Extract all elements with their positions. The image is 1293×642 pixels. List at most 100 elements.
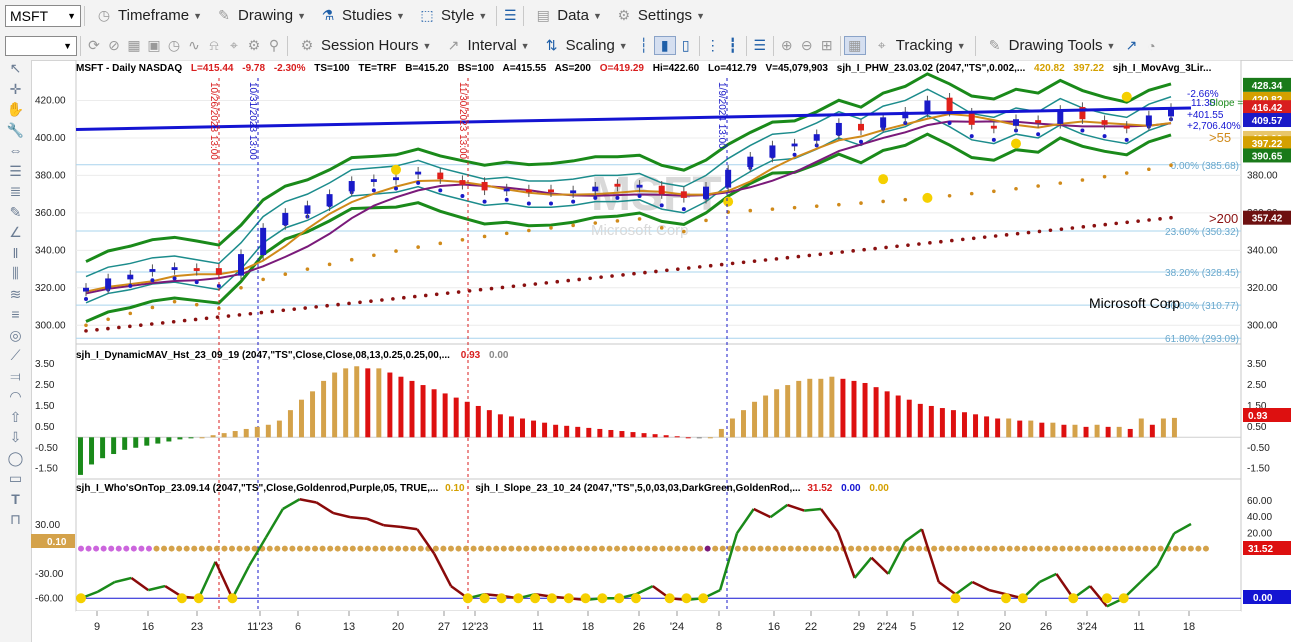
trend-icon[interactable]: ↗ xyxy=(1125,37,1138,53)
zoom-fit-icon[interactable]: ⊞ xyxy=(820,37,833,53)
bell-icon[interactable]: ⍾ xyxy=(209,37,219,53)
chart-settings-icon[interactable]: ◔ xyxy=(1147,37,1156,54)
zoom-in-icon[interactable]: ⊕ xyxy=(780,37,793,53)
columns-icon[interactable]: ⫼ xyxy=(12,265,19,281)
ma-dot xyxy=(150,278,155,283)
whos-on-top-dot xyxy=(538,545,545,552)
x-tick-label: 20 xyxy=(392,621,404,633)
whos-on-top-dot xyxy=(161,545,168,552)
candle-body xyxy=(880,117,887,128)
settings-button[interactable]: ⚙ Settings ▼ xyxy=(608,0,711,31)
arrow-down-icon[interactable]: ⇩ xyxy=(9,429,22,445)
ellipse-icon[interactable]: ◯ xyxy=(7,449,24,466)
price-badge-value: 397.22 xyxy=(1252,139,1283,150)
grid-icon[interactable]: ▦ xyxy=(127,37,141,53)
table-icon[interactable]: ▦ xyxy=(843,36,866,55)
bars-icon[interactable]: ‖ xyxy=(12,244,19,261)
wave-icon[interactable]: ∿ xyxy=(188,37,200,53)
x-tick-label: 18 xyxy=(582,621,594,633)
ohlc-icon[interactable]: ┇ xyxy=(728,37,737,53)
data-button[interactable]: ▤ Data ▼ xyxy=(527,0,608,31)
vector-icon[interactable]: ⟋ xyxy=(10,347,21,363)
zoom-out-icon[interactable]: ⊖ xyxy=(800,37,813,53)
whos-on-top-dot xyxy=(440,545,447,552)
session-hours-button[interactable]: ⚙ Session Hours ▼ xyxy=(291,31,437,60)
whos-on-top-dot xyxy=(470,545,477,552)
interval-icon: ↗ xyxy=(447,37,460,53)
whos-on-top-dot xyxy=(1036,545,1043,552)
drawing-button[interactable]: ✎ Drawing ▼ xyxy=(208,0,312,31)
layout-icon[interactable]: ☰ xyxy=(753,37,766,53)
price-badge-value: 390.65 xyxy=(1252,151,1283,162)
candlestick-icon[interactable]: ▮ xyxy=(653,36,676,55)
timeframe-button[interactable]: ◷ Timeframe ▼ xyxy=(88,0,208,31)
text-icon[interactable]: T xyxy=(11,490,20,507)
target-icon[interactable]: ◎ xyxy=(9,326,22,343)
whos-on-top-dot xyxy=(568,545,575,552)
fib-icon[interactable]: ≣ xyxy=(9,183,22,199)
chart-area[interactable]: 420.00 400.00 380.00 360.00 340.00 320.00 300.… xyxy=(31,60,1293,642)
level-icon[interactable]: ⫤ xyxy=(10,367,21,384)
refresh-icon[interactable]: ⟳ xyxy=(88,37,100,53)
calendar-icon[interactable]: ▣ xyxy=(147,37,161,53)
channel-icon[interactable]: ≋ xyxy=(9,285,22,302)
layout-icon[interactable]: ☰ xyxy=(503,7,517,23)
lines-icon[interactable]: ☰ xyxy=(9,162,22,179)
stack-icon[interactable]: ≡ xyxy=(11,306,20,322)
interval-button[interactable]: ↗ Interval ▼ xyxy=(437,31,535,60)
whos-on-top-dot xyxy=(1187,545,1194,552)
ma200-dot xyxy=(445,291,450,295)
ma55-dot xyxy=(283,272,288,277)
arrow-up-icon[interactable]: ⇧ xyxy=(9,408,22,425)
histogram-panel[interactable] xyxy=(75,343,1242,480)
ruler-icon[interactable]: ⊓ xyxy=(10,511,21,527)
whos-on-top-dot xyxy=(765,545,772,552)
angle-icon[interactable]: ∠ xyxy=(9,224,22,240)
rectangle-icon[interactable]: ▭ xyxy=(8,470,23,486)
move-icon[interactable]: ⇔ xyxy=(8,142,23,158)
scanner-icon[interactable]: ⚲ xyxy=(268,37,280,53)
histogram-bar xyxy=(343,368,349,438)
hand-icon[interactable]: ✋ xyxy=(6,101,25,117)
clear-icon[interactable]: ⊘ xyxy=(108,37,120,53)
chevron-down-icon[interactable]: ▼ xyxy=(67,10,76,21)
dot-bar-icon[interactable]: ⋮ xyxy=(705,37,720,53)
crosshair-icon[interactable]: ✛ xyxy=(9,80,22,97)
ma200-dot xyxy=(106,326,110,331)
whos-on-top-title: sjh_I_Who'sOnTop_23.09.14 (2047,"TS",Clo… xyxy=(76,483,439,494)
ma-dot xyxy=(969,134,974,139)
price-series xyxy=(75,72,1192,333)
histogram-bar xyxy=(243,428,249,438)
hollow-candle-icon[interactable]: ▯ xyxy=(681,37,690,53)
gears-icon[interactable]: ⚙ xyxy=(247,37,261,53)
bar-chart-icon[interactable]: ┆ xyxy=(639,37,648,53)
ma200-dot xyxy=(610,274,614,278)
drawing-sidebar: ↖ ✛ ✋ 🔧 ⇔ ☰ ≣ ✎ ∠ ‖ ⫼ ≋ ≡ ◎ ⟋ ⫤ ◠ ⇧ ⇩ ◯ … xyxy=(0,60,32,642)
ma-dot xyxy=(571,199,576,204)
style-button[interactable]: ⬚ Style ▼ xyxy=(411,0,493,31)
scaling-button[interactable]: ⇅ Scaling ▼ xyxy=(536,31,634,60)
histogram-bar xyxy=(453,397,459,438)
studies-button[interactable]: ⚗ Studies ▼ xyxy=(312,0,411,31)
ma200-dot xyxy=(829,251,834,255)
slope-marker xyxy=(664,593,675,604)
clock-icon[interactable]: ◷ xyxy=(167,37,181,53)
whos-on-top-dot xyxy=(357,545,364,552)
histogram-bar xyxy=(674,436,680,438)
quick-select[interactable]: ▼ xyxy=(5,35,77,56)
ma200-dot xyxy=(511,284,516,289)
candle-body xyxy=(1057,109,1064,124)
whos-on-top-dot xyxy=(1021,545,1028,552)
ma55-dot xyxy=(1124,171,1129,175)
pen-icon[interactable]: ✎ xyxy=(9,203,22,220)
slope-segment xyxy=(433,553,453,587)
arc-icon[interactable]: ◠ xyxy=(9,388,22,404)
tracking-button[interactable]: ⌖ Tracking ▼ xyxy=(866,31,972,60)
x-tick-label: 12'23 xyxy=(462,621,489,633)
symbol-input[interactable]: MSFT ▼ xyxy=(5,4,81,27)
pointer-icon[interactable]: ↖ xyxy=(9,60,22,76)
drawing-tools-button[interactable]: ✎ Drawing Tools ▼ xyxy=(979,31,1122,60)
tag-icon[interactable]: ⌖ xyxy=(230,37,238,53)
ma55-dot xyxy=(84,323,88,328)
wrench-icon[interactable]: 🔧 xyxy=(6,121,25,138)
